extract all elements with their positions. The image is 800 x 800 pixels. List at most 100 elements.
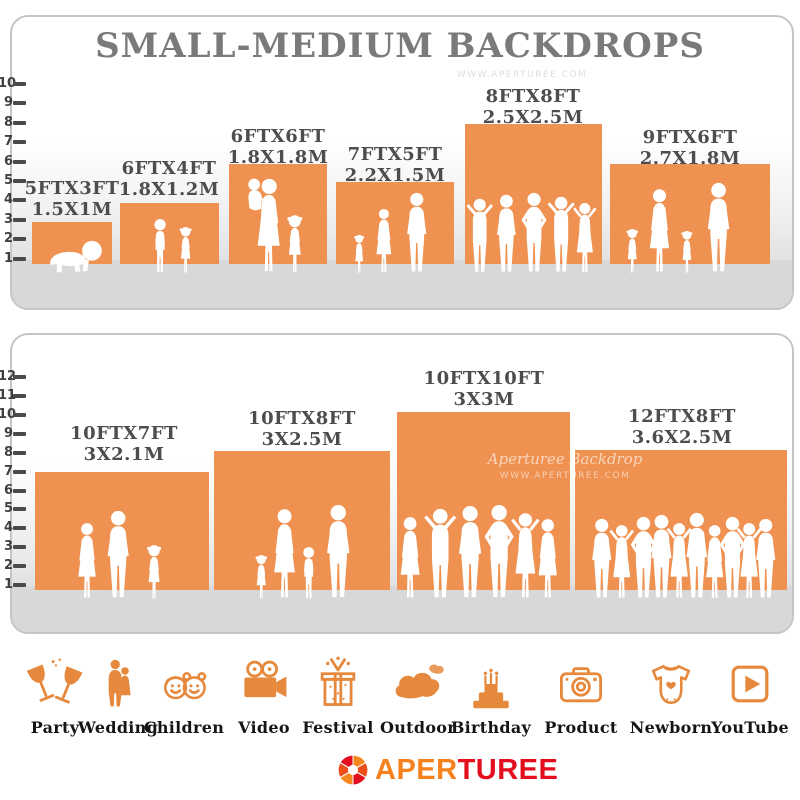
outdoor-icon bbox=[390, 656, 446, 712]
category-label: Video bbox=[238, 718, 290, 737]
ruler-tick bbox=[13, 412, 26, 417]
watermark-url: WWW.APERTUREE.COM bbox=[499, 471, 631, 481]
size-m-label: 3.6X2.5M bbox=[631, 427, 733, 448]
person-silhouette-girl bbox=[352, 234, 366, 274]
backdrop-rect-6ftx6ft bbox=[229, 164, 327, 264]
page-title: SMALL-MEDIUM BACKDROPS bbox=[95, 26, 705, 66]
size-m-label: 3X2.1M bbox=[83, 444, 165, 465]
ruler-tick bbox=[13, 217, 26, 222]
size-m-label: 1.8X1.2M bbox=[118, 179, 220, 200]
category-youtube: YouTube bbox=[702, 656, 798, 737]
ruler-number: 5 bbox=[3, 172, 13, 188]
size-ft-label: 12FTX8FT bbox=[628, 406, 736, 427]
watermark-top: WWW.APERTUREE.COM bbox=[456, 70, 588, 80]
backdrop-rect-7ftx5ft bbox=[336, 182, 454, 264]
ruler-tick bbox=[13, 488, 26, 493]
size-m-label: 3X3M bbox=[453, 389, 515, 410]
category-outdoor: Outdoor bbox=[370, 656, 466, 737]
ruler-number: 3 bbox=[3, 211, 13, 227]
ruler-number: 6 bbox=[3, 153, 13, 169]
ruler-number: 8 bbox=[3, 114, 13, 130]
ruler-tick bbox=[13, 507, 26, 512]
brand-logo: APER TUREE bbox=[334, 750, 558, 790]
person-silhouette-girl bbox=[177, 226, 194, 274]
category-label: Festival bbox=[302, 718, 374, 737]
category-label: YouTube bbox=[711, 718, 789, 737]
ruler-tick bbox=[13, 256, 26, 261]
person-silhouette-baby bbox=[42, 238, 106, 274]
backdrop-size-label: 8FTX8FT 2.5X2.5M bbox=[483, 86, 584, 128]
backdrop-size-label: 10FTX8FT 3X2.5M bbox=[248, 408, 356, 450]
person-silhouette-boy bbox=[299, 546, 318, 600]
product-icon bbox=[553, 656, 609, 712]
person-silhouette-boy bbox=[150, 218, 170, 274]
category-label: Children bbox=[143, 718, 225, 737]
top-panel: 5FTX3FT 1.5X1M 6FTX4FT 1.8X1.2M 6FTX6FT 1.8X1… bbox=[10, 15, 794, 310]
ruler-tick bbox=[13, 431, 26, 436]
person-silhouette-girl bbox=[284, 214, 306, 274]
ruler-number: 1 bbox=[3, 577, 13, 592]
size-ft-label: 7FTX5FT bbox=[347, 144, 443, 165]
backdrop-size-label: 12FTX8FT 3.6X2.5M bbox=[628, 406, 736, 448]
ruler-number: 12 bbox=[0, 369, 17, 385]
person-silhouette-girl bbox=[624, 228, 641, 274]
person-silhouette-woman bbox=[372, 208, 396, 274]
size-ft-label: 10FTX7FT bbox=[70, 423, 178, 444]
category-newborn: Newborn bbox=[623, 656, 719, 737]
ruler-number: 6 bbox=[3, 482, 13, 498]
category-label: Product bbox=[544, 718, 618, 737]
size-ft-label: 6FTX6FT bbox=[230, 126, 326, 147]
ruler-number: 11 bbox=[0, 388, 17, 403]
size-ft-label: 10FTX10FT bbox=[423, 368, 545, 389]
ruler-tick bbox=[13, 178, 26, 183]
backdrop-rect-10ftx8ft bbox=[214, 451, 390, 590]
ruler-number: 3 bbox=[3, 539, 13, 555]
ruler-tick bbox=[13, 237, 26, 242]
category-label: Party bbox=[30, 718, 80, 737]
person-silhouette-woman bbox=[533, 518, 563, 600]
backdrop-size-label: 6FTX6FT 1.8X1.8M bbox=[228, 126, 329, 168]
watermark-script: Aperturee Backdrop bbox=[487, 450, 643, 468]
ruler-number: 4 bbox=[3, 520, 13, 536]
category-label: Wedding bbox=[77, 718, 159, 737]
ruler-tick bbox=[13, 159, 26, 164]
ruler-tick bbox=[13, 120, 26, 125]
ruler-number: 7 bbox=[3, 134, 13, 150]
person-silhouette-girl bbox=[144, 544, 164, 600]
category-row: Party Wedding Children Video Festival Outdoor… bbox=[0, 656, 800, 756]
ruler-tick bbox=[13, 81, 26, 86]
ruler-number: 1 bbox=[3, 250, 13, 266]
bottom-panel: 10FTX7FT 3X2.1M 10FTX8FT 3X2.5M 10FTX10FT 3X3… bbox=[10, 333, 794, 634]
ruler-number: 9 bbox=[3, 425, 13, 441]
category-label: Newborn bbox=[629, 718, 713, 737]
ruler-number: 2 bbox=[3, 231, 13, 247]
size-ft-label: 6FTX4FT bbox=[121, 158, 217, 179]
person-silhouette-man bbox=[751, 518, 781, 600]
ruler-number: 8 bbox=[3, 444, 13, 460]
backdrop-size-label: 5FTX3FT 1.5X1M bbox=[25, 178, 120, 220]
ruler-number: 4 bbox=[3, 192, 13, 208]
person-silhouette-woman bbox=[268, 508, 301, 600]
category-product: Product bbox=[533, 656, 629, 737]
backdrop-rect-6ftx4ft bbox=[120, 203, 219, 264]
ground-strip bbox=[12, 586, 792, 632]
logo-text-part2: TUREE bbox=[457, 753, 559, 786]
person-silhouette-man bbox=[402, 192, 432, 274]
ruler-number: 7 bbox=[3, 463, 13, 479]
category-label: Birthday bbox=[450, 718, 532, 737]
birthday-icon bbox=[463, 656, 519, 712]
ruler-tick bbox=[13, 198, 26, 203]
person-silhouette-man bbox=[102, 510, 134, 600]
ruler-number: 10 bbox=[0, 75, 17, 91]
festival-icon bbox=[310, 656, 366, 712]
person-silhouette-girl bbox=[679, 230, 695, 274]
video-icon bbox=[236, 656, 292, 712]
size-ft-label: 5FTX3FT bbox=[24, 178, 120, 199]
category-party: Party bbox=[7, 656, 103, 737]
children-icon bbox=[156, 656, 212, 712]
person-silhouette-woman bbox=[73, 522, 101, 600]
ruler-tick bbox=[13, 101, 26, 106]
size-m-label: 2.5X2.5M bbox=[482, 107, 584, 128]
ruler-number: 2 bbox=[3, 558, 13, 574]
